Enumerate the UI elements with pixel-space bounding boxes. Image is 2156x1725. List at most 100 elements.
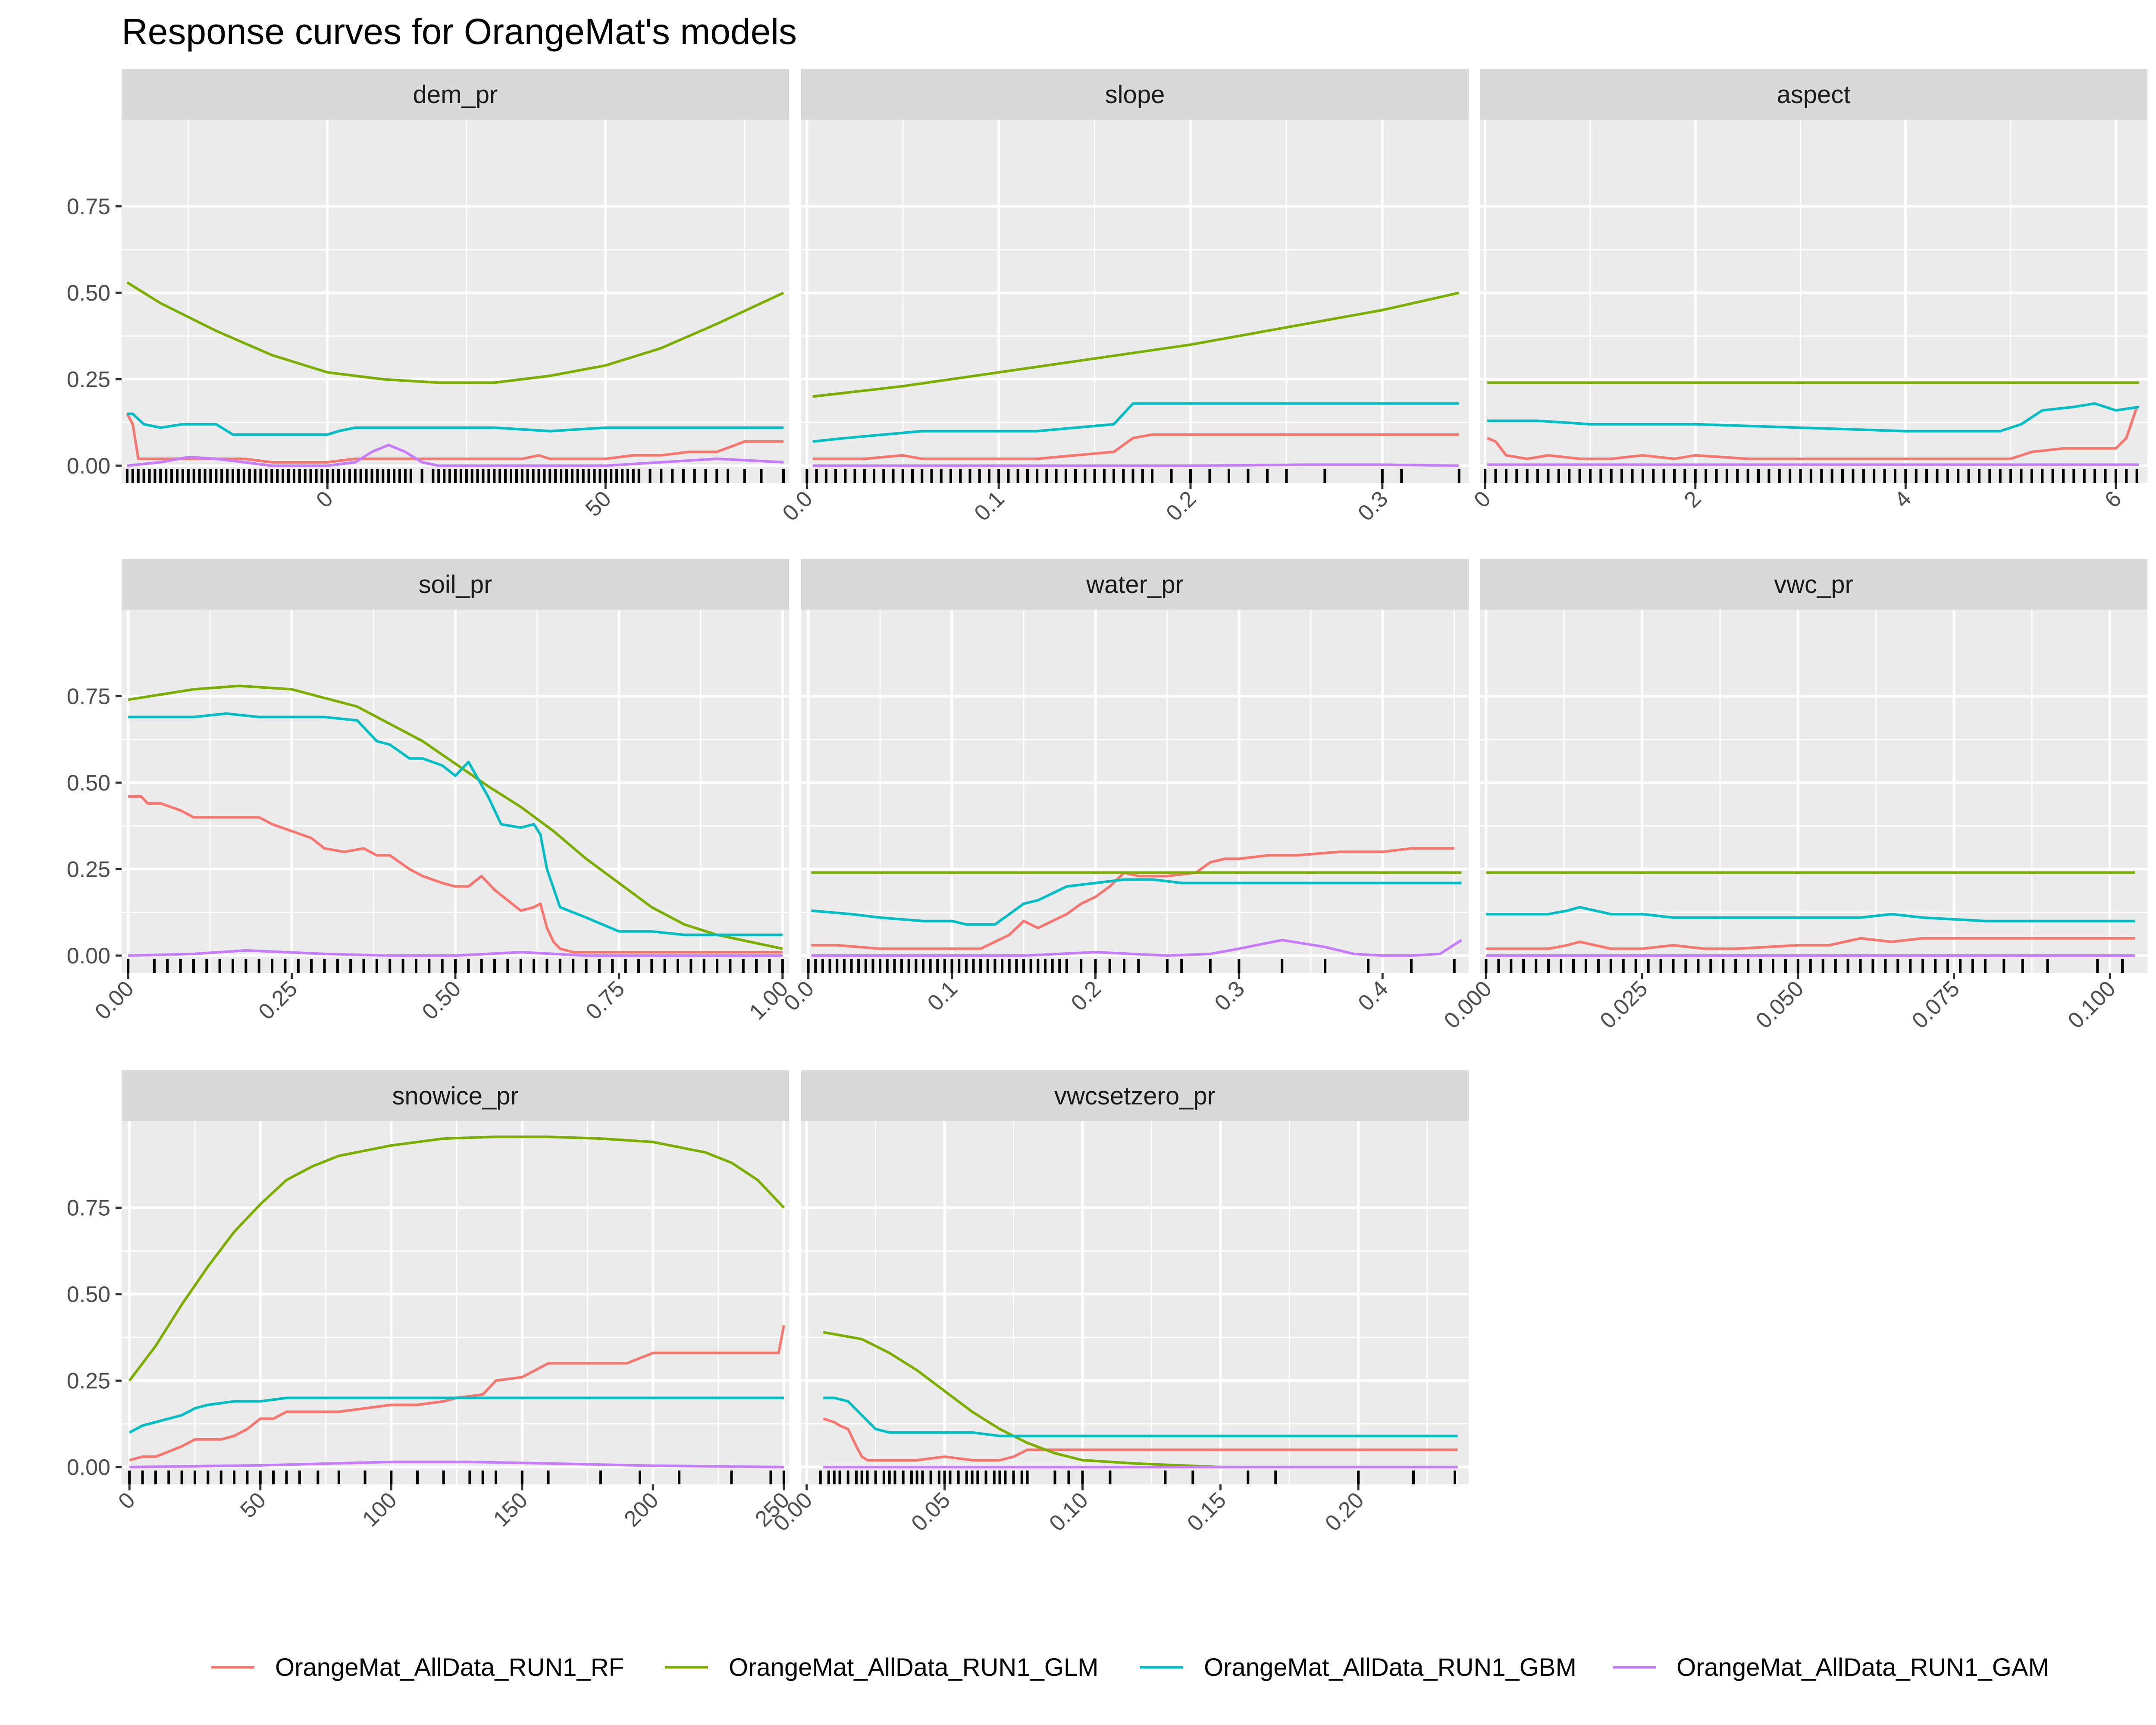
facet-panel-vwcsetzero_pr: vwcsetzero_pr0.00 0.05 0.10 0.15 0.20	[769, 1070, 1469, 1536]
x-tick-label: 0.2	[1161, 486, 1201, 526]
series-line-OrangeMat_AllData_RUN1_GBM	[128, 1396, 784, 1434]
facet-strip-label: vwc_pr	[1774, 571, 1853, 599]
panel-background	[801, 1121, 1469, 1484]
chart-title: Response curves for OrangeMat's models	[122, 11, 797, 52]
x-tick-label: 0	[1469, 486, 1495, 512]
series-line-OrangeMat_AllData_RUN1_GLM	[812, 292, 1460, 398]
series-line-OrangeMat_AllData_RUN1_RF	[1486, 937, 2135, 950]
facet-strip-label: soil_pr	[419, 571, 492, 599]
legend-label: OrangeMat_AllData_RUN1_GAM	[1677, 1653, 2049, 1681]
x-tick-label: 0.10	[1044, 1487, 1093, 1536]
x-tick-label: 0.00	[90, 976, 139, 1025]
series-line-OrangeMat_AllData_RUN1_GBM	[823, 1396, 1458, 1437]
facet-strip	[1480, 69, 2147, 120]
panel-background	[122, 1121, 789, 1484]
x-tick-label: 0.075	[1907, 976, 1965, 1033]
x-tick-label: 0.0	[778, 486, 818, 526]
facet-strip	[122, 559, 789, 610]
legend-item: OrangeMat_AllData_RUN1_GBM	[1140, 1653, 1576, 1681]
x-tick-label: 200	[619, 1487, 663, 1531]
series-line-OrangeMat_AllData_RUN1_GBM	[812, 402, 1459, 443]
series-line-OrangeMat_AllData_RUN1_GAM	[812, 463, 1459, 467]
x-tick-label: 0.4	[1354, 976, 1393, 1016]
panel-background	[801, 120, 1469, 483]
facet-panel-dem_pr: dem_pr 0.00 0.25 0.50 0.75 0 50	[67, 69, 789, 521]
facet-panel-slope: slope 0.0 0.1 0.2 0.3	[778, 69, 1469, 526]
facet-panel-vwc_pr: vwc_pr 0.000 0.025 0.050 0.075 0.100	[1439, 559, 2147, 1034]
x-tick-label: 6	[2100, 486, 2126, 512]
legend-item: OrangeMat_AllData_RUN1_GLM	[665, 1653, 1098, 1681]
facet-panel-snowice_pr: snowice_pr0.000.250.500.750 50 100 150 200 25…	[67, 1070, 794, 1532]
facet-panel-water_pr: water_pr 0.0 0.1 0.2 0.3 0.4	[779, 559, 1469, 1016]
x-tick-label: 50	[581, 486, 616, 521]
x-tick-label: 2	[1680, 486, 1706, 512]
x-tick-label: 100	[357, 1487, 401, 1531]
series-line-OrangeMat_AllData_RUN1_GLM	[128, 684, 783, 950]
x-tick-label: 0	[113, 1487, 140, 1514]
facet-strip-label: dem_pr	[413, 81, 498, 109]
series-line-OrangeMat_AllData_RUN1_GAM	[129, 1460, 784, 1468]
facet-strip-label: water_pr	[1086, 571, 1184, 599]
x-tick-label: 0	[311, 486, 338, 512]
x-tick-label: 0.3	[1210, 976, 1250, 1016]
facet-strip	[801, 1070, 1469, 1121]
y-tick-label: 0.00	[67, 944, 110, 969]
series-line-OrangeMat_AllData_RUN1_RF	[812, 433, 1459, 460]
series-line-OrangeMat_AllData_RUN1_GBM	[128, 712, 783, 936]
facet-panel-soil_pr: soil_pr0.000.250.500.750.00 0.25 0.50 0.75 1…	[67, 559, 793, 1025]
y-tick-label: 0.50	[67, 281, 110, 306]
y-tick-label: 0.75	[67, 194, 110, 219]
series-line-OrangeMat_AllData_RUN1_GBM	[127, 412, 784, 436]
facet-strip	[801, 69, 1469, 120]
x-tick-label: 0.025	[1595, 976, 1653, 1033]
series-line-OrangeMat_AllData_RUN1_RF	[823, 1417, 1458, 1462]
y-tick-label: 0.25	[67, 367, 110, 392]
x-tick-label: 0.1	[970, 486, 1009, 526]
legend-label: OrangeMat_AllData_RUN1_GBM	[1204, 1653, 1576, 1681]
x-tick-label: 0.50	[417, 976, 466, 1025]
x-tick-label: 50	[235, 1487, 271, 1523]
series-line-OrangeMat_AllData_RUN1_GBM	[811, 878, 1462, 926]
x-tick-label: 0.05	[907, 1487, 956, 1536]
facet-strip	[801, 559, 1469, 610]
x-tick-label: 0.100	[2063, 976, 2121, 1033]
x-tick-label: 0.25	[254, 976, 302, 1025]
facet-strip-label: aspect	[1777, 81, 1851, 109]
series-line-OrangeMat_AllData_RUN1_RF	[811, 847, 1454, 950]
y-tick-label: 0.50	[67, 1282, 110, 1307]
series-line-OrangeMat_AllData_RUN1_GBM	[1486, 906, 2135, 922]
facet-strip	[122, 1070, 789, 1121]
y-tick-label: 0.75	[67, 1195, 110, 1220]
x-tick-label: 0.1	[923, 976, 962, 1016]
x-tick-label: 150	[489, 1487, 533, 1531]
series-line-OrangeMat_AllData_RUN1_GLM	[128, 1135, 785, 1382]
series-line-OrangeMat_AllData_RUN1_GBM	[1487, 402, 2139, 433]
facet-strip-label: vwcsetzero_pr	[1054, 1082, 1216, 1110]
x-tick-label: 0.3	[1353, 486, 1393, 526]
x-tick-label: 0.050	[1751, 976, 1808, 1033]
y-tick-label: 0.75	[67, 684, 110, 709]
series-line-OrangeMat_AllData_RUN1_RF	[129, 1325, 785, 1462]
series-line-OrangeMat_AllData_RUN1_RF	[1486, 406, 2138, 460]
legend: OrangeMat_AllData_RUN1_RF OrangeMat_AllDa…	[211, 1653, 2049, 1681]
facet-strip	[1480, 559, 2147, 610]
y-tick-label: 0.50	[67, 771, 110, 796]
legend-label: OrangeMat_AllData_RUN1_RF	[275, 1653, 624, 1681]
series-line-OrangeMat_AllData_RUN1_GAM	[128, 949, 783, 957]
y-tick-label: 0.00	[67, 1455, 110, 1480]
x-tick-label: 0.000	[1439, 976, 1497, 1033]
x-tick-label: 0.20	[1320, 1487, 1369, 1536]
y-tick-label: 0.25	[67, 1368, 110, 1393]
series-line-OrangeMat_AllData_RUN1_GAM	[127, 443, 784, 467]
legend-item: OrangeMat_AllData_RUN1_RF	[211, 1653, 624, 1681]
facet-strip-label: snowice_pr	[392, 1082, 518, 1110]
series-line-OrangeMat_AllData_RUN1_RF	[128, 795, 783, 953]
x-tick-label: 4	[1890, 486, 1916, 512]
facet-strip	[122, 69, 789, 120]
series-line-OrangeMat_AllData_RUN1_GLM	[126, 281, 784, 384]
legend-item: OrangeMat_AllData_RUN1_GAM	[1613, 1653, 2049, 1681]
x-tick-label: 0.2	[1066, 976, 1106, 1016]
x-tick-label: 0.0	[779, 976, 819, 1016]
